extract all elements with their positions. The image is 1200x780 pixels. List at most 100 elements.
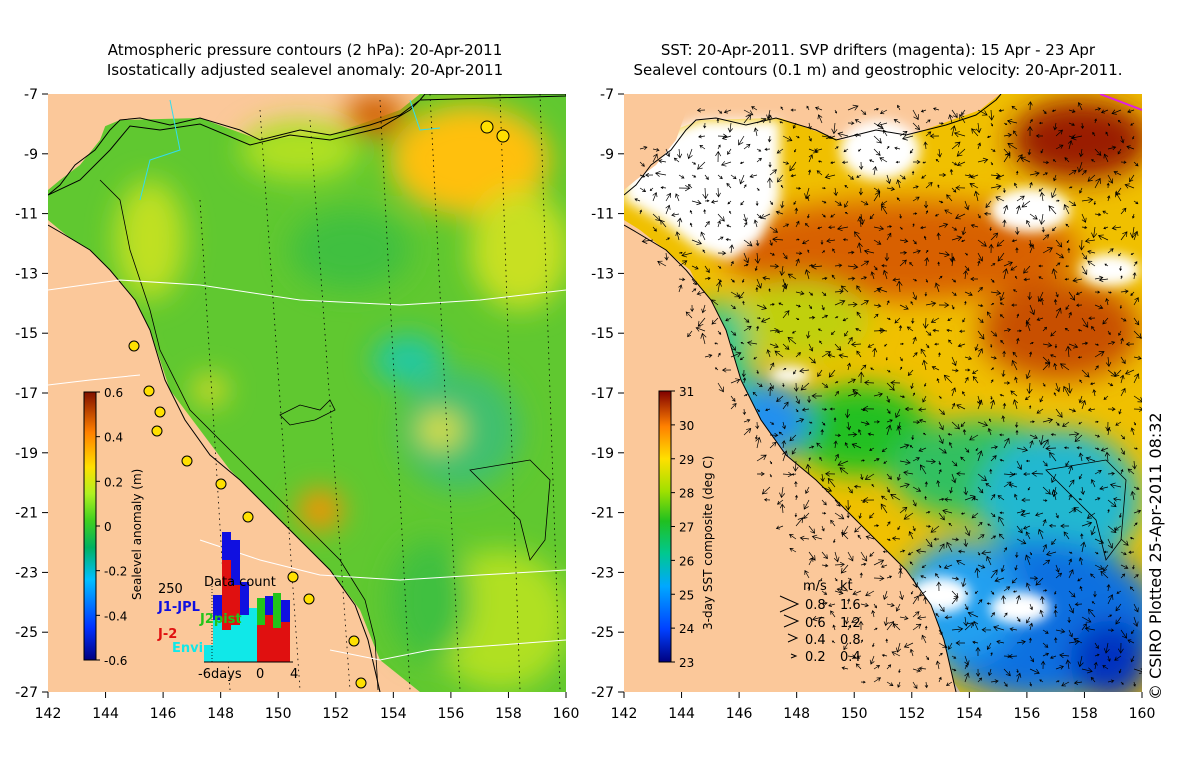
velocity-vector <box>1115 616 1122 625</box>
velocity-vector <box>869 551 875 557</box>
velocity-vector <box>1015 429 1019 436</box>
right-lat-tick-label: -19 <box>591 446 614 462</box>
velocity-vector <box>953 131 966 138</box>
velocity-vector <box>938 434 944 445</box>
velocity-vector <box>1104 263 1109 267</box>
velocity-vector <box>1025 531 1031 540</box>
velocity-vector <box>787 273 797 280</box>
velocity-vector <box>1050 187 1057 199</box>
velocity-vector <box>665 204 671 215</box>
velocity-vector <box>1003 471 1015 478</box>
velocity-vector <box>987 311 992 319</box>
velocity-vector <box>1020 156 1031 163</box>
velocity-vector <box>1078 421 1083 425</box>
velocity-vector <box>833 538 836 544</box>
velocity-vector <box>726 224 732 228</box>
velocity-vector <box>837 131 849 138</box>
velocity-vector <box>842 317 849 322</box>
velocity-vector <box>1090 478 1096 488</box>
velocity-vector <box>1091 159 1096 163</box>
right-lat-tick-label: -17 <box>591 386 614 402</box>
velocity-vector <box>792 122 797 129</box>
velocity-vector <box>1042 629 1049 634</box>
velocity-vector <box>962 317 966 323</box>
velocity-vector <box>769 226 779 233</box>
velocity-vector <box>639 161 645 167</box>
velocity-vector <box>860 602 869 608</box>
velocity-vector <box>936 378 940 384</box>
velocity-vector <box>943 564 953 570</box>
velocity-vector <box>671 212 680 217</box>
velocity-key-arrow <box>779 595 800 613</box>
velocity-vector <box>1052 226 1057 232</box>
velocity-vector <box>873 313 879 319</box>
velocity-vector <box>695 326 706 332</box>
left-lat-tick-label: -13 <box>15 266 38 282</box>
right-lat-tick-label: -27 <box>591 685 614 701</box>
velocity-vector <box>847 598 851 605</box>
velocity-vector <box>1029 622 1034 631</box>
velocity-vector <box>730 402 737 410</box>
velocity-vector <box>934 213 940 217</box>
velocity-vector <box>1094 420 1099 423</box>
velocity-vector <box>821 213 826 218</box>
velocity-vector <box>1068 169 1077 176</box>
velocity-vector <box>1064 277 1070 281</box>
velocity-vector <box>998 533 1005 540</box>
velocity-vector <box>918 407 927 412</box>
velocity-vector <box>840 285 849 293</box>
velocity-vector <box>896 197 901 202</box>
velocity-vector <box>1051 109 1057 112</box>
velocity-vector <box>1117 642 1124 654</box>
velocity-vector <box>886 620 895 631</box>
velocity-vector <box>938 222 949 228</box>
velocity-vector <box>907 369 914 376</box>
velocity-vector <box>909 148 914 154</box>
right-lat-tick-label: -15 <box>591 326 614 342</box>
velocity-vector <box>840 564 849 574</box>
velocity-vector <box>1078 557 1084 566</box>
velocity-vector <box>972 497 979 501</box>
velocity-vector <box>904 406 914 412</box>
velocity-vector <box>743 252 750 264</box>
velocity-vector <box>1009 627 1018 632</box>
legend-j1-jpl: J1-JPL <box>157 600 200 615</box>
velocity-vector <box>1081 197 1094 204</box>
velocity-vector <box>1080 122 1085 130</box>
velocity-vector <box>769 421 775 425</box>
velocity-vector <box>1105 298 1110 306</box>
velocity-vector <box>990 569 998 579</box>
velocity-vector <box>1003 586 1011 592</box>
velocity-vector <box>1119 265 1123 272</box>
velocity-vector <box>793 382 799 392</box>
velocity-vector <box>806 105 810 111</box>
velocity-vector <box>817 369 823 377</box>
velocity-vector <box>652 191 658 202</box>
velocity-vector <box>912 611 920 618</box>
velocity-vector <box>1132 564 1135 570</box>
velocity-vector <box>1042 417 1054 424</box>
velocity-vector <box>951 278 957 283</box>
velocity-vector <box>767 135 772 143</box>
velocity-vector <box>964 291 973 297</box>
velocity-vector <box>778 431 784 436</box>
velocity-vector <box>808 291 814 296</box>
velocity-vector <box>955 213 966 220</box>
velocity-vector <box>1072 277 1083 283</box>
velocity-vector <box>956 471 966 477</box>
velocity-vector <box>720 161 732 167</box>
velocity-vector <box>860 551 868 562</box>
velocity-vector <box>1107 291 1112 294</box>
velocity-vector <box>741 369 746 378</box>
velocity-vector <box>851 616 862 623</box>
velocity-vector <box>912 223 915 228</box>
velocity-vector <box>730 395 736 402</box>
velocity-vector <box>843 148 849 153</box>
velocity-vector <box>948 441 953 449</box>
velocity-vector <box>1077 655 1084 668</box>
velocity-vector <box>691 199 702 206</box>
velocity-vector <box>834 512 845 520</box>
velocity-vector <box>886 395 891 403</box>
velocity-vector <box>933 537 940 541</box>
velocity-vector <box>860 276 867 280</box>
